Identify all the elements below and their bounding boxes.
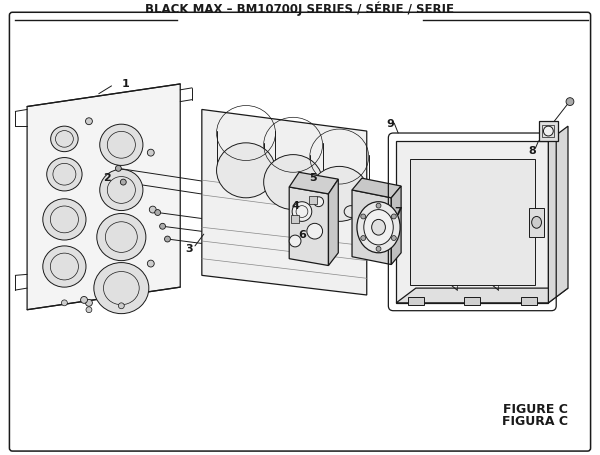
Ellipse shape [532, 217, 541, 228]
Circle shape [148, 149, 154, 156]
Polygon shape [410, 158, 535, 285]
Polygon shape [289, 172, 338, 194]
Text: 7: 7 [394, 207, 402, 217]
Circle shape [160, 223, 166, 229]
Bar [291, 216, 299, 223]
Circle shape [361, 236, 365, 241]
Polygon shape [27, 84, 180, 310]
Polygon shape [289, 187, 328, 266]
Circle shape [376, 247, 381, 251]
Ellipse shape [310, 167, 369, 222]
Circle shape [121, 179, 126, 185]
Circle shape [307, 223, 323, 239]
Polygon shape [396, 288, 568, 303]
Polygon shape [548, 126, 568, 303]
Circle shape [86, 118, 92, 125]
Ellipse shape [94, 263, 149, 313]
Circle shape [292, 202, 312, 222]
Text: 6: 6 [298, 230, 306, 240]
Polygon shape [328, 179, 338, 266]
Circle shape [80, 297, 88, 303]
Ellipse shape [97, 213, 146, 261]
Ellipse shape [364, 210, 393, 245]
Bar [542, 125, 554, 137]
Polygon shape [396, 141, 548, 303]
Ellipse shape [47, 157, 82, 191]
Circle shape [376, 203, 381, 208]
Polygon shape [202, 110, 367, 295]
Ellipse shape [357, 202, 400, 253]
Bar [529, 207, 544, 237]
Bar [539, 121, 558, 141]
Circle shape [155, 210, 161, 216]
Circle shape [361, 214, 365, 219]
Circle shape [118, 303, 124, 309]
Text: FIGURE C: FIGURE C [503, 403, 568, 416]
Ellipse shape [263, 155, 323, 210]
Circle shape [86, 307, 92, 313]
Polygon shape [391, 186, 401, 264]
Text: 4: 4 [291, 201, 299, 211]
Ellipse shape [100, 169, 143, 211]
Circle shape [149, 206, 156, 213]
Circle shape [314, 197, 323, 207]
Circle shape [391, 236, 396, 241]
Ellipse shape [43, 246, 86, 287]
Circle shape [86, 299, 92, 306]
Bar [464, 297, 479, 305]
Text: 2: 2 [103, 173, 110, 183]
Text: 5: 5 [309, 173, 317, 183]
Text: FIGURA C: FIGURA C [502, 415, 568, 428]
Circle shape [391, 214, 396, 219]
Polygon shape [352, 190, 391, 264]
Text: 3: 3 [185, 244, 193, 254]
Ellipse shape [371, 219, 385, 235]
Polygon shape [352, 178, 401, 198]
Circle shape [115, 166, 121, 171]
Text: 8: 8 [529, 146, 536, 156]
Ellipse shape [100, 124, 143, 166]
Text: BLACK MAX – BM10700J SERIES / SÉRIE / SERIE: BLACK MAX – BM10700J SERIES / SÉRIE / SE… [145, 2, 455, 16]
Circle shape [61, 300, 67, 306]
Text: 9: 9 [386, 119, 394, 129]
Circle shape [164, 236, 170, 242]
Circle shape [566, 98, 574, 106]
Circle shape [289, 235, 301, 247]
Ellipse shape [544, 126, 553, 136]
Ellipse shape [217, 143, 275, 198]
Bar [309, 196, 317, 204]
Ellipse shape [43, 199, 86, 240]
Bar [408, 297, 424, 305]
Circle shape [148, 260, 154, 267]
Text: 1: 1 [121, 79, 129, 89]
Bar [521, 297, 536, 305]
Ellipse shape [50, 126, 78, 152]
